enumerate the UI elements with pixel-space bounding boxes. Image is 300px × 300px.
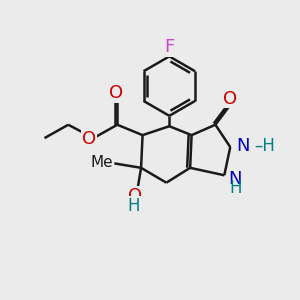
Text: H: H bbox=[128, 197, 140, 215]
Text: H: H bbox=[229, 179, 242, 197]
Text: –H: –H bbox=[255, 136, 275, 154]
Text: O: O bbox=[109, 84, 123, 102]
Text: O: O bbox=[223, 90, 237, 108]
Text: N: N bbox=[229, 170, 242, 188]
Text: O: O bbox=[128, 187, 142, 205]
Text: F: F bbox=[164, 38, 174, 56]
Text: O: O bbox=[82, 130, 96, 148]
Text: N: N bbox=[236, 136, 250, 154]
Text: Me: Me bbox=[90, 155, 113, 170]
